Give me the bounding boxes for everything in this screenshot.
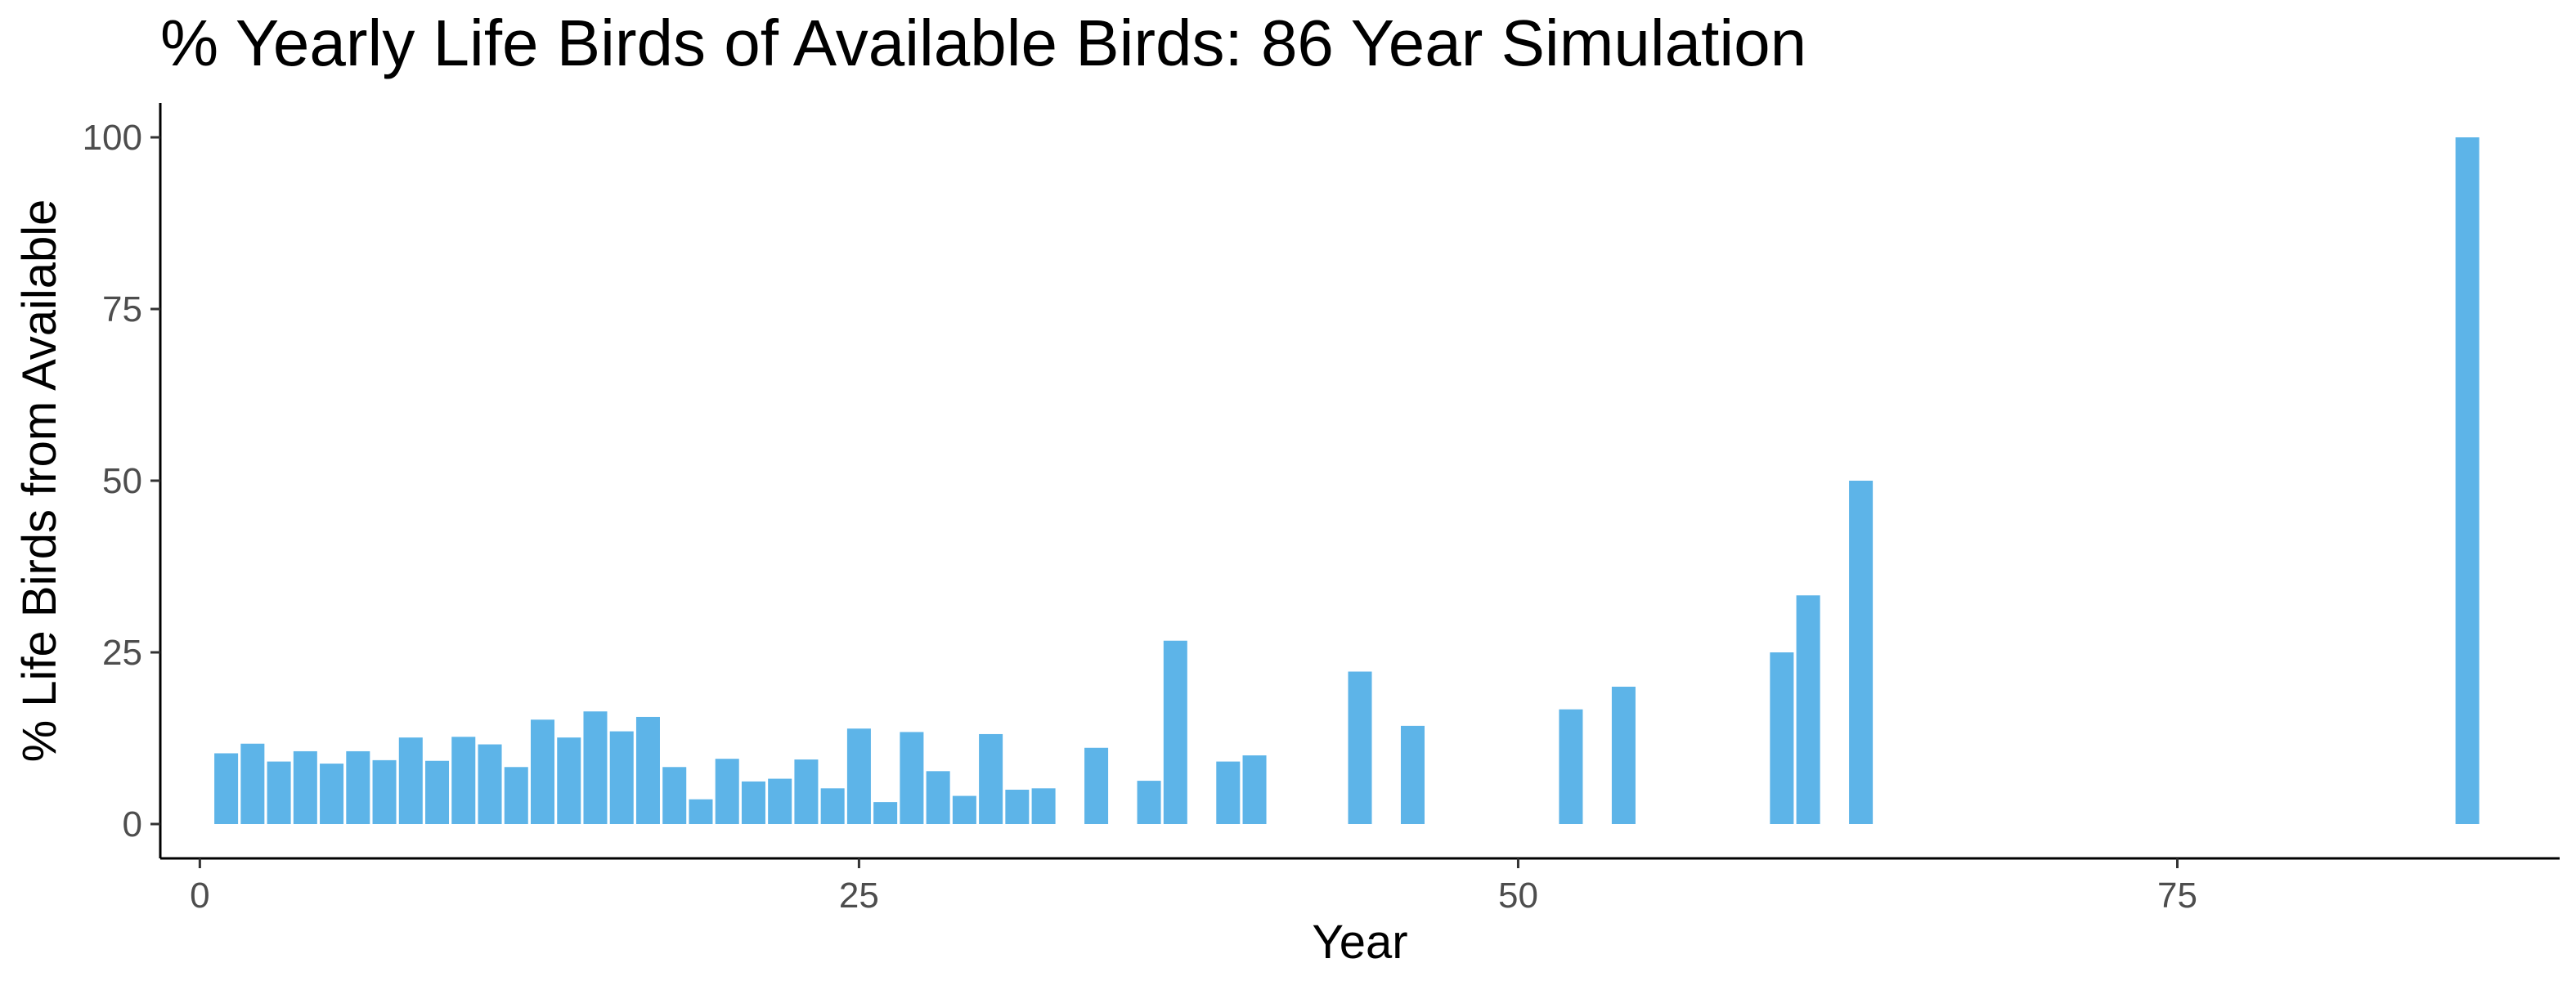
bar-year-86 xyxy=(2455,137,2480,824)
bar-year-44 xyxy=(1348,671,1372,824)
bar-year-5 xyxy=(320,764,344,824)
bar-year-63 xyxy=(1849,481,1874,824)
bar-year-26 xyxy=(873,802,898,824)
bar-year-1 xyxy=(214,753,239,824)
bar-year-34 xyxy=(1084,747,1109,824)
x-tick-label: 25 xyxy=(839,876,879,916)
y-tick-label: 0 xyxy=(123,804,142,844)
bar-year-25 xyxy=(846,728,871,824)
bar-year-61 xyxy=(1796,595,1820,824)
bar-year-52 xyxy=(1559,709,1583,824)
bar-year-14 xyxy=(557,737,581,824)
bar-year-18 xyxy=(662,767,687,824)
bar-year-46 xyxy=(1400,725,1425,824)
bar-year-60 xyxy=(1770,652,1794,824)
y-axis-ticks: 0 25 50 75 100 xyxy=(83,118,160,844)
bar-year-21 xyxy=(741,781,765,824)
y-tick-label: 50 xyxy=(102,461,142,501)
bar-year-11 xyxy=(478,744,502,824)
y-tick-label: 100 xyxy=(83,118,142,158)
bar-year-37 xyxy=(1163,640,1187,824)
bar-year-30 xyxy=(979,733,1003,824)
bar-year-19 xyxy=(689,799,713,824)
bar-year-40 xyxy=(1242,755,1267,824)
x-tick-label: 50 xyxy=(1498,876,1538,916)
bar-year-22 xyxy=(768,778,792,824)
bar-year-16 xyxy=(609,731,634,824)
bar-year-36 xyxy=(1137,781,1161,824)
bar-year-31 xyxy=(1005,790,1030,824)
bar-year-3 xyxy=(267,761,291,824)
bar-year-4 xyxy=(293,750,317,824)
bar-year-12 xyxy=(504,767,528,824)
bar-year-13 xyxy=(530,719,555,824)
x-tick-label: 0 xyxy=(190,876,209,916)
bars-layer xyxy=(214,137,2480,824)
bar-year-15 xyxy=(583,711,608,824)
x-axis-ticks: 0 25 50 75 xyxy=(190,858,2197,916)
bar-year-24 xyxy=(820,788,845,824)
bar-year-9 xyxy=(425,760,450,824)
bar-year-54 xyxy=(1611,687,1636,824)
bar-year-28 xyxy=(926,771,950,824)
bar-year-6 xyxy=(346,750,370,824)
bar-year-2 xyxy=(240,743,265,824)
x-axis-title: Year xyxy=(1312,916,1407,969)
bar-year-10 xyxy=(451,737,476,824)
bar-year-8 xyxy=(398,737,423,824)
x-tick-label: 75 xyxy=(2157,876,2197,916)
bar-year-23 xyxy=(794,759,819,824)
bar-year-17 xyxy=(635,716,660,824)
bar-year-39 xyxy=(1216,761,1241,824)
bar-year-32 xyxy=(1031,788,1056,824)
y-tick-label: 25 xyxy=(102,633,142,673)
bar-year-20 xyxy=(715,759,739,824)
chart-title: % Yearly Life Birds of Available Birds: … xyxy=(160,7,1806,79)
bar-year-29 xyxy=(952,795,976,824)
y-tick-label: 75 xyxy=(102,289,142,329)
y-axis-title: % Life Birds from Available xyxy=(13,199,66,763)
bar-year-27 xyxy=(900,732,924,824)
bar-year-7 xyxy=(372,759,397,824)
